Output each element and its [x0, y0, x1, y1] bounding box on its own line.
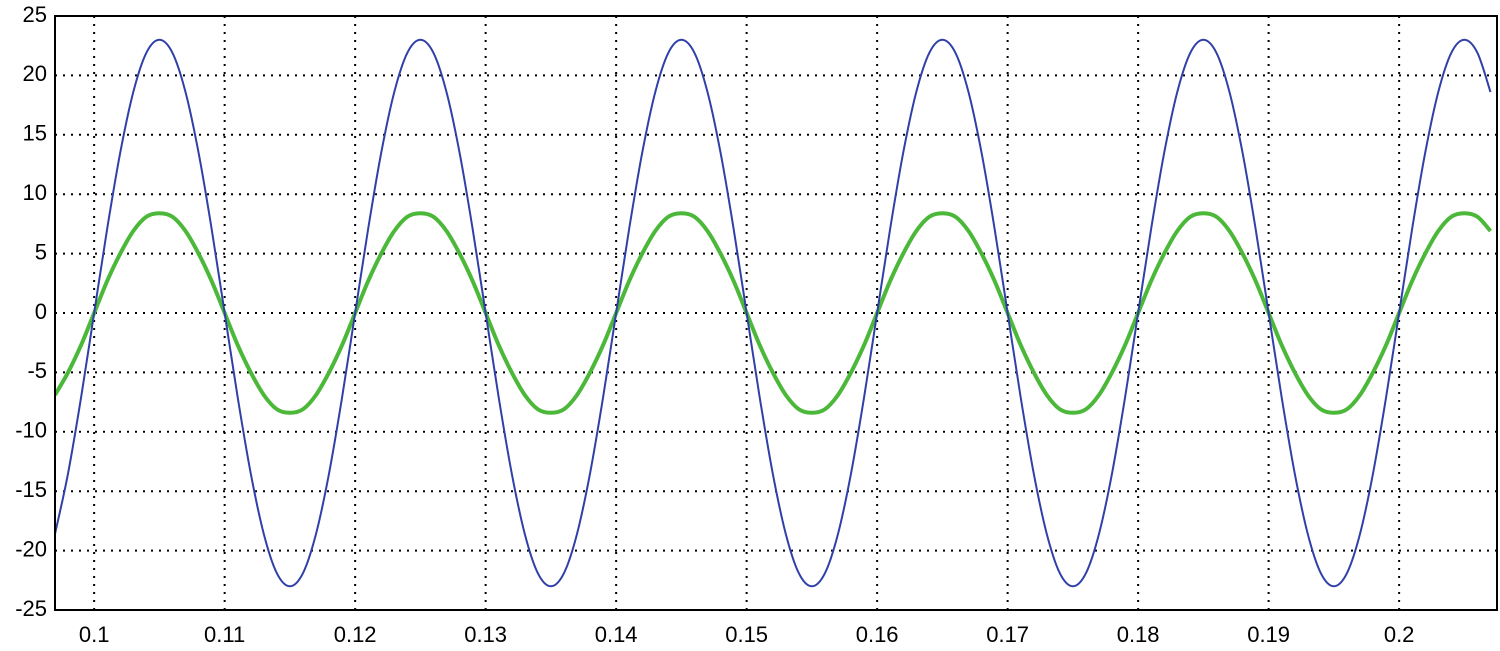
x-tick-label: 0.16 [856, 622, 899, 647]
y-tick-label: 5 [35, 239, 47, 264]
x-tick-label: 0.12 [334, 622, 377, 647]
x-tick-label: 0.15 [725, 622, 768, 647]
y-tick-label: -10 [15, 418, 47, 443]
series-line [55, 211, 1492, 415]
x-tick-label: 0.18 [1117, 622, 1160, 647]
y-tick-label: -15 [15, 477, 47, 502]
y-tick-label: 10 [23, 180, 47, 205]
y-tick-label: -25 [15, 596, 47, 621]
x-tick-label: 0.2 [1384, 622, 1415, 647]
x-tick-label: 0.14 [595, 622, 638, 647]
x-tick-label: 0.1 [79, 622, 110, 647]
plot-frame [54, 15, 1498, 611]
y-tick-label: -5 [27, 358, 47, 383]
y-tick-label: 0 [35, 299, 47, 324]
x-tick-label: 0.19 [1247, 622, 1290, 647]
y-tick-label: 15 [23, 121, 47, 146]
x-tick-label: 0.13 [464, 622, 507, 647]
y-tick-label: -20 [15, 536, 47, 561]
x-tick-label: 0.17 [986, 622, 1029, 647]
y-tick-label: 25 [23, 2, 47, 27]
y-tick-label: 20 [23, 61, 47, 86]
series-line [55, 38, 1492, 588]
x-tick-label: 0.11 [204, 622, 245, 647]
